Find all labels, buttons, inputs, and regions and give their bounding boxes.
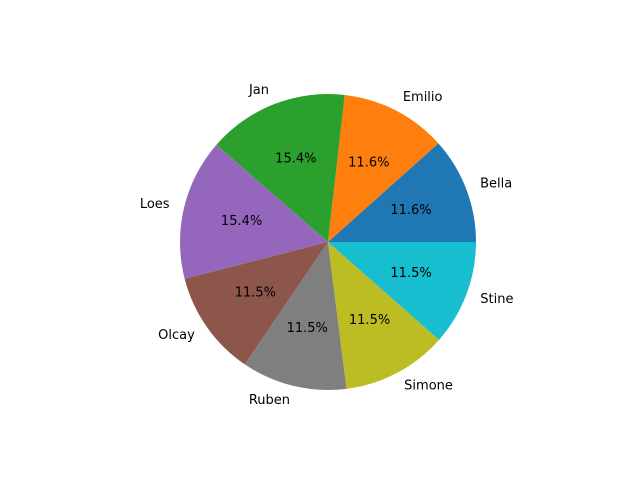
slice-percent-emilio: 11.6% <box>348 156 389 171</box>
pie-slice-stine <box>328 242 476 340</box>
pie-slice-loes <box>180 144 328 279</box>
percent-labels-layer: 11.6% 11.6% 15.4% 15.4% 11.5% 11.5% 11.5% 11.5% <box>221 152 432 336</box>
pie-slice-ruben <box>244 242 347 390</box>
pie-slice-emilio <box>328 94 439 242</box>
slice-label-olcay: Olcay <box>158 328 195 343</box>
slice-percent-ruben: 11.5% <box>287 321 328 336</box>
outer-labels-layer: Bella Emilio Jan Loes Olcay Ruben Simone Stine <box>140 83 514 408</box>
slice-label-stine: Stine <box>480 292 513 307</box>
slice-label-bella: Bella <box>480 176 512 191</box>
slice-percent-bella: 11.6% <box>390 203 431 218</box>
slice-percent-olcay: 11.5% <box>235 286 276 301</box>
slices-layer <box>180 94 476 390</box>
slice-label-ruben: Ruben <box>249 393 290 408</box>
slice-percent-stine: 11.5% <box>390 266 431 281</box>
slice-label-loes: Loes <box>140 197 170 212</box>
slice-label-emilio: Emilio <box>403 90 443 105</box>
slice-label-jan: Jan <box>248 83 269 98</box>
slice-percent-simone: 11.5% <box>349 313 390 328</box>
slice-percent-loes: 15.4% <box>221 214 262 229</box>
pie-slice-bella <box>328 143 476 242</box>
pie-slice-olcay <box>184 242 328 365</box>
pie-slice-simone <box>328 242 440 389</box>
slice-label-simone: Simone <box>404 378 453 393</box>
pie-slice-jan <box>216 94 345 242</box>
slice-percent-jan: 15.4% <box>275 152 316 167</box>
